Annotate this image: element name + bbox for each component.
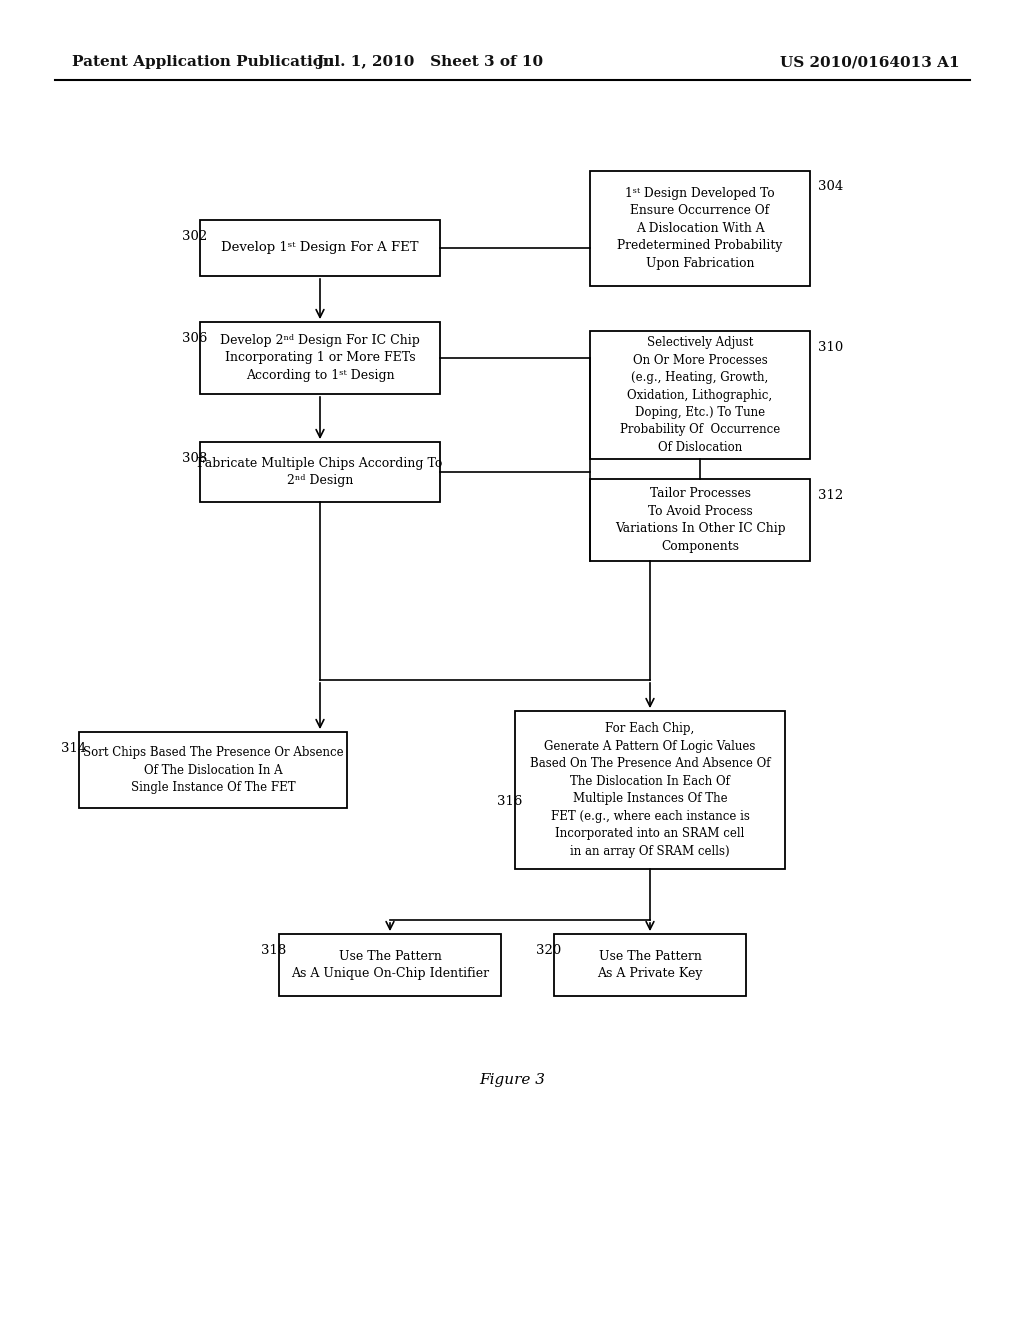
Text: Develop 1ˢᵗ Design For A FET: Develop 1ˢᵗ Design For A FET bbox=[221, 242, 419, 255]
Text: 1ˢᵗ Design Developed To
Ensure Occurrence Of
A Dislocation With A
Predetermined : 1ˢᵗ Design Developed To Ensure Occurrenc… bbox=[617, 186, 782, 269]
Text: 302: 302 bbox=[182, 230, 207, 243]
Text: For Each Chip,
Generate A Pattern Of Logic Values
Based On The Presence And Abse: For Each Chip, Generate A Pattern Of Log… bbox=[529, 722, 770, 858]
Text: Figure 3: Figure 3 bbox=[479, 1073, 545, 1086]
Text: Sort Chips Based The Presence Or Absence
Of The Dislocation In A
Single Instance: Sort Chips Based The Presence Or Absence… bbox=[83, 746, 343, 795]
Text: Fabricate Multiple Chips According To
2ⁿᵈ Design: Fabricate Multiple Chips According To 2ⁿ… bbox=[198, 457, 442, 487]
Text: 304: 304 bbox=[818, 181, 843, 194]
Text: 318: 318 bbox=[261, 944, 287, 957]
Text: Develop 2ⁿᵈ Design For IC Chip
Incorporating 1 or More FETs
According to 1ˢᵗ Des: Develop 2ⁿᵈ Design For IC Chip Incorpora… bbox=[220, 334, 420, 381]
Text: 308: 308 bbox=[182, 451, 207, 465]
Text: Selectively Adjust
On Or More Processes
(e.g., Heating, Growth,
Oxidation, Litho: Selectively Adjust On Or More Processes … bbox=[620, 337, 780, 454]
Bar bbox=[200, 322, 440, 393]
Text: Tailor Processes
To Avoid Process
Variations In Other IC Chip
Components: Tailor Processes To Avoid Process Variat… bbox=[614, 487, 785, 553]
Bar bbox=[554, 935, 746, 997]
Bar bbox=[515, 711, 785, 869]
Text: Use The Pattern
As A Private Key: Use The Pattern As A Private Key bbox=[597, 950, 702, 981]
Text: 310: 310 bbox=[818, 341, 843, 354]
Bar bbox=[200, 220, 440, 276]
Text: Jul. 1, 2010   Sheet 3 of 10: Jul. 1, 2010 Sheet 3 of 10 bbox=[316, 55, 544, 69]
Bar bbox=[590, 170, 810, 285]
Bar bbox=[279, 935, 501, 997]
Text: US 2010/0164013 A1: US 2010/0164013 A1 bbox=[780, 55, 959, 69]
Text: 314: 314 bbox=[61, 742, 86, 755]
Text: 320: 320 bbox=[536, 944, 561, 957]
Text: 306: 306 bbox=[182, 333, 208, 345]
Bar bbox=[200, 442, 440, 502]
Text: Patent Application Publication: Patent Application Publication bbox=[72, 55, 334, 69]
Text: 316: 316 bbox=[497, 795, 522, 808]
Text: Use The Pattern
As A Unique On-Chip Identifier: Use The Pattern As A Unique On-Chip Iden… bbox=[291, 950, 489, 981]
Bar bbox=[590, 479, 810, 561]
Bar bbox=[590, 331, 810, 459]
Bar bbox=[79, 733, 347, 808]
Text: 312: 312 bbox=[818, 488, 843, 502]
